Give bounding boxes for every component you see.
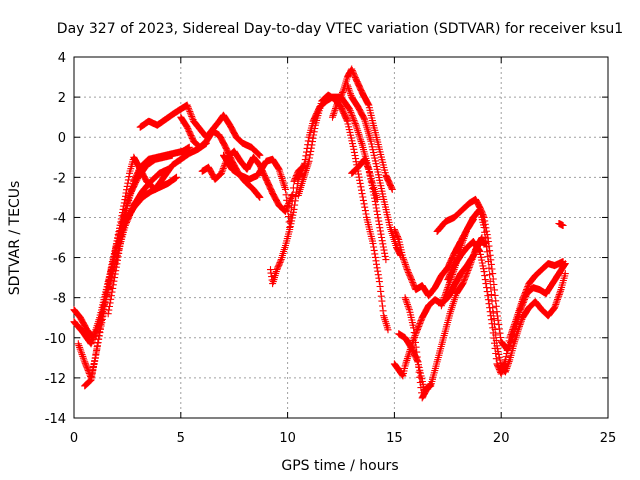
x-tick-label: 20 <box>493 431 510 446</box>
y-tick-label: -10 <box>45 332 66 347</box>
plot-frame <box>73 56 609 419</box>
x-tick-label: 15 <box>386 431 403 446</box>
y-axis-label: SDTVAR / TECUs <box>7 181 23 296</box>
satellite-track <box>444 238 567 378</box>
y-tick-label: -2 <box>53 171 66 186</box>
track-markers <box>81 139 210 390</box>
satellite-track <box>348 155 381 203</box>
track-markers <box>329 65 396 193</box>
satellite-track <box>81 139 210 390</box>
chart-title: Day 327 of 2023, Sidereal Day-to-day VTE… <box>57 21 623 37</box>
track-markers <box>343 81 405 260</box>
satellite-track <box>104 143 193 318</box>
track-markers <box>401 294 435 402</box>
y-tick-label: 2 <box>58 91 66 106</box>
track-markers <box>104 143 193 318</box>
y-tick-label: 4 <box>58 51 66 66</box>
data-marks <box>70 65 569 402</box>
track-markers <box>348 155 381 203</box>
satellite-track <box>401 294 435 402</box>
y-tick-label: 0 <box>58 131 66 146</box>
x-axis-label: GPS time / hours <box>281 458 398 474</box>
satellite-track <box>555 220 567 229</box>
x-tick-label: 0 <box>70 431 78 446</box>
satellite-track <box>220 151 309 231</box>
x-tick-label: 5 <box>177 431 185 446</box>
y-tick-labels: -14 -12 -10 -8 -6 -4 -2 0 2 4 <box>45 51 66 427</box>
track-markers <box>444 238 567 378</box>
y-tick-label: -6 <box>53 252 66 267</box>
satellite-track <box>329 65 396 193</box>
y-tick-label: -4 <box>53 211 66 226</box>
track-markers <box>555 220 567 229</box>
satellite-track <box>343 81 405 260</box>
ticks <box>73 56 609 419</box>
x-tick-label: 10 <box>279 431 296 446</box>
x-tick-label: 25 <box>600 431 617 446</box>
y-tick-label: -12 <box>45 372 66 387</box>
track-markers <box>220 151 309 231</box>
x-tick-labels: 0 5 10 15 20 25 <box>70 431 616 446</box>
y-tick-label: -14 <box>45 412 66 427</box>
y-tick-label: -8 <box>53 292 66 307</box>
